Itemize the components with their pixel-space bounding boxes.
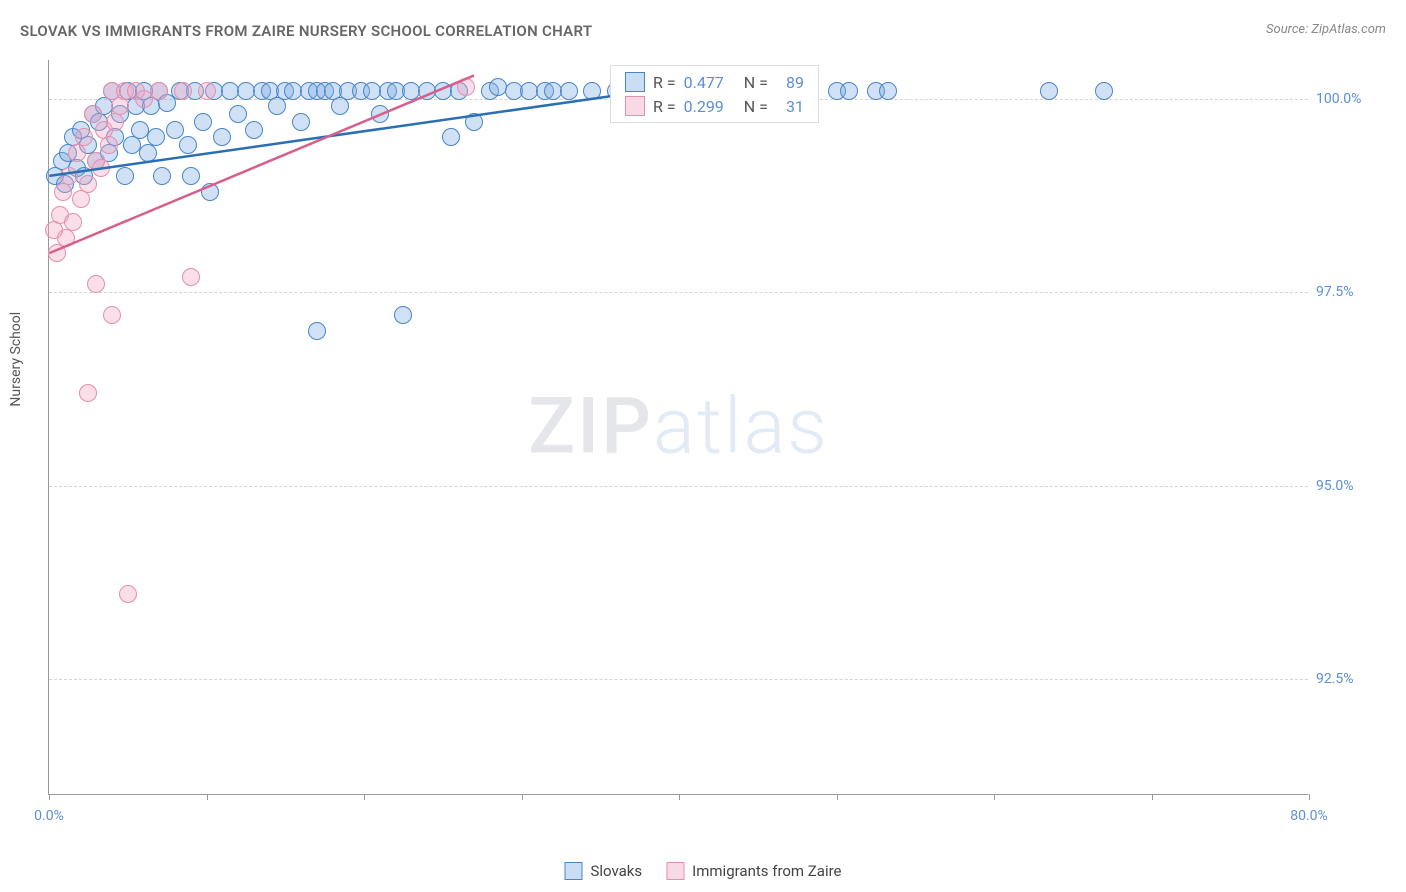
scatter-marker (111, 97, 129, 115)
scatter-marker (583, 82, 601, 100)
x-tick-label: 0.0% (34, 808, 64, 824)
scatter-marker (268, 97, 286, 115)
scatter-marker (292, 113, 310, 131)
stats-n-value: 31 (776, 97, 804, 116)
x-tick (679, 794, 680, 800)
x-tick-label: 80.0% (1290, 808, 1328, 824)
stats-swatch (625, 72, 645, 92)
scatter-marker (1040, 82, 1058, 100)
stats-r-value: 0.477 (684, 73, 724, 92)
scatter-marker (442, 128, 460, 146)
legend-swatch (666, 862, 684, 880)
scatter-marker (103, 306, 121, 324)
grid-line (49, 292, 1308, 293)
x-tick (1152, 794, 1153, 800)
legend-item: Immigrants from Zaire (666, 862, 841, 880)
legend-swatch (564, 862, 582, 880)
x-tick (1309, 794, 1310, 800)
scatter-marker (182, 167, 200, 185)
scatter-marker (198, 82, 216, 100)
stats-r-value: 0.299 (684, 97, 724, 116)
scatter-marker (371, 105, 389, 123)
x-tick (364, 794, 365, 800)
scatter-marker (394, 306, 412, 324)
stats-n-value: 89 (776, 73, 804, 92)
scatter-marker (92, 159, 110, 177)
legend-item: Slovaks (564, 862, 642, 880)
scatter-marker (57, 229, 75, 247)
scatter-marker (79, 384, 97, 402)
scatter-marker (119, 585, 137, 603)
scatter-marker (331, 97, 349, 115)
scatter-marker (308, 322, 326, 340)
watermark-atlas: atlas (653, 382, 829, 473)
scatter-marker (54, 183, 72, 201)
stats-n-label: N = (744, 97, 768, 116)
scatter-marker (179, 136, 197, 154)
y-tick-label: 95.0% (1316, 478, 1396, 494)
chart-title: SLOVAK VS IMMIGRANTS FROM ZAIRE NURSERY … (20, 22, 592, 40)
scatter-marker (64, 213, 82, 231)
y-tick-label: 92.5% (1316, 671, 1396, 687)
scatter-marker (87, 275, 105, 293)
stats-row: R = 0.299 N = 31 (625, 96, 804, 116)
scatter-marker (106, 113, 124, 131)
scatter-marker (465, 113, 483, 131)
scatter-marker (245, 121, 263, 139)
stats-box: R = 0.477 N = 89 R = 0.299 N = 31 (610, 65, 819, 123)
legend: Slovaks Immigrants from Zaire (564, 862, 841, 880)
scatter-marker (48, 244, 66, 262)
scatter-marker (153, 167, 171, 185)
legend-label: Immigrants from Zaire (692, 862, 841, 880)
legend-label: Slovaks (590, 862, 642, 880)
scatter-marker (879, 82, 897, 100)
scatter-marker (72, 190, 90, 208)
scatter-marker (213, 128, 231, 146)
source-attribution: Source: ZipAtlas.com (1266, 22, 1386, 37)
scatter-marker (60, 167, 78, 185)
scatter-marker (147, 128, 165, 146)
grid-line (49, 679, 1308, 680)
scatter-marker (174, 82, 192, 100)
x-tick (837, 794, 838, 800)
scatter-marker (457, 78, 475, 96)
x-tick (522, 794, 523, 800)
plot-area: ZIPatlas R =0.477N =89R =0.299N =31 92.5… (48, 60, 1308, 795)
scatter-marker (116, 167, 134, 185)
stats-row: R = 0.477 N = 89 (625, 72, 804, 92)
scatter-marker (75, 128, 93, 146)
y-tick-label: 97.5% (1316, 284, 1396, 300)
y-axis-title: Nursery School (8, 312, 24, 407)
scatter-marker (229, 105, 247, 123)
scatter-marker (139, 144, 157, 162)
stats-swatch (625, 96, 645, 116)
x-tick (994, 794, 995, 800)
x-tick (207, 794, 208, 800)
scatter-marker (840, 82, 858, 100)
stats-r-label: R = (653, 97, 676, 116)
scatter-marker (560, 82, 578, 100)
stats-r-label: R = (653, 73, 676, 92)
trend-lines-layer (49, 60, 1308, 794)
stats-n-label: N = (744, 73, 768, 92)
scatter-marker (194, 113, 212, 131)
scatter-marker (166, 121, 184, 139)
scatter-marker (1095, 82, 1113, 100)
watermark: ZIPatlas (528, 382, 829, 473)
scatter-marker (68, 144, 86, 162)
x-tick (49, 794, 50, 800)
scatter-marker (79, 175, 97, 193)
scatter-marker (201, 183, 219, 201)
y-tick-label: 100.0% (1316, 91, 1396, 107)
scatter-marker (150, 82, 168, 100)
scatter-marker (100, 136, 118, 154)
scatter-marker (182, 268, 200, 286)
watermark-zip: ZIP (528, 382, 653, 473)
grid-line (49, 486, 1308, 487)
